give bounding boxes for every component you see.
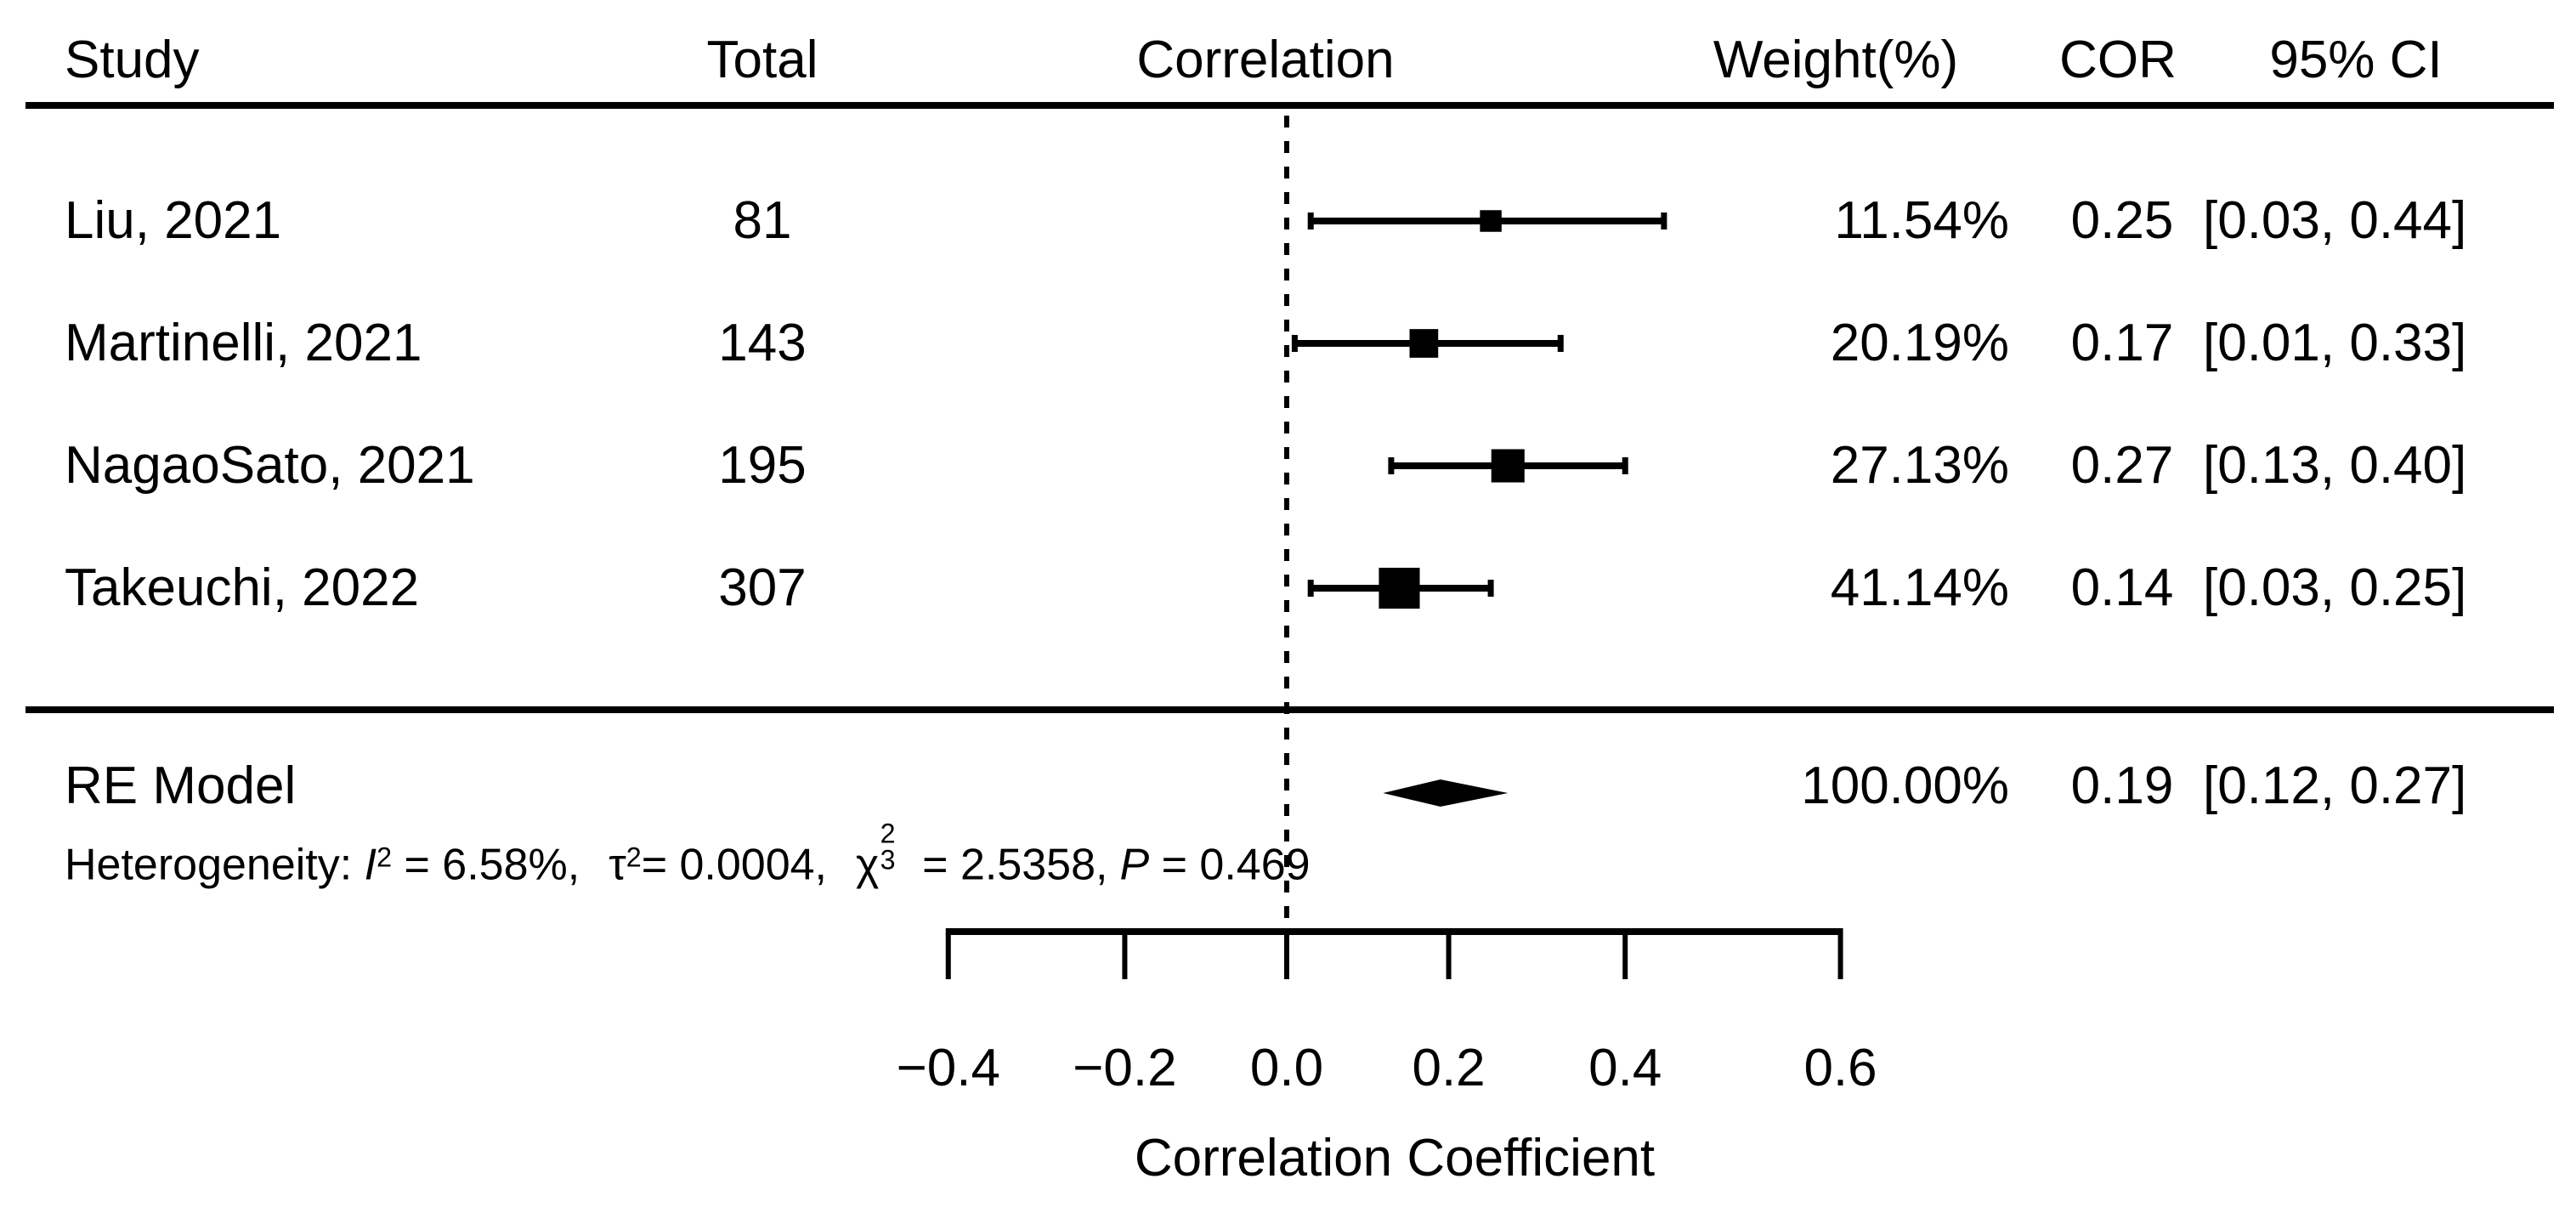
- effect-square: [1480, 210, 1502, 232]
- ci-cap-left: [1307, 580, 1314, 597]
- het-p-symbol: P: [1119, 840, 1150, 890]
- weight-value: 27.13%: [1830, 436, 2009, 495]
- cor-value: 0.17: [2070, 314, 2174, 372]
- x-axis-tick: [945, 933, 951, 979]
- study-label: Martinelli, 2021: [65, 314, 422, 372]
- total-value: 81: [733, 191, 792, 250]
- het-i-sup: 2: [376, 842, 393, 873]
- column-header-study: Study: [65, 31, 200, 89]
- column-header-weight: Weight(%): [1713, 31, 1959, 89]
- het-chi-value: = 2.5358,: [909, 840, 1108, 890]
- total-value: 307: [718, 558, 807, 617]
- het-tau-sup: 2: [626, 842, 642, 873]
- effect-square: [1379, 567, 1420, 609]
- x-axis-tick: [1122, 933, 1128, 979]
- heterogeneity-stats: Heterogeneity: I2 = 6.58%, τ2= 0.0004, χ 2 3…: [65, 820, 1311, 890]
- x-axis-tick: [1622, 933, 1628, 979]
- x-axis-tick-label: −0.2: [1073, 1039, 1177, 1097]
- summary-diamond: [1383, 779, 1509, 807]
- het-chi-sub: 3: [880, 844, 896, 876]
- cor-value: 0.25: [2070, 191, 2174, 250]
- cor-value: 0.14: [2070, 558, 2174, 617]
- het-i-value: = 6.58%,: [392, 840, 580, 890]
- x-axis-tick-label: 0.4: [1588, 1039, 1662, 1097]
- column-header-ci: 95% CI: [2269, 31, 2443, 89]
- ci-cap-left: [1388, 457, 1395, 474]
- x-axis-line: [945, 928, 1843, 935]
- cor-value: 0.27: [2070, 436, 2174, 495]
- het-chi-symbol: χ: [856, 840, 880, 890]
- column-header-cor: COR: [2059, 31, 2177, 89]
- ci-cap-left: [1307, 212, 1314, 230]
- x-axis-tick: [1446, 933, 1452, 979]
- x-axis-tick: [1284, 933, 1289, 979]
- ci-value: [0.03, 0.44]: [2203, 191, 2467, 250]
- x-axis-tick: [1837, 933, 1843, 979]
- x-axis-title: Correlation Coefficient: [1134, 1129, 1656, 1187]
- effect-square: [1409, 329, 1439, 358]
- total-value: 195: [718, 436, 807, 495]
- study-label: Liu, 2021: [65, 191, 282, 250]
- het-prefix: Heterogeneity:: [65, 840, 365, 890]
- weight-value: 20.19%: [1830, 314, 2009, 372]
- column-header-total: Total: [706, 31, 818, 89]
- x-axis-tick-label: −0.4: [896, 1039, 1000, 1097]
- ci-value: [0.03, 0.25]: [2203, 558, 2467, 617]
- summary-ci-value: [0.12, 0.27]: [2203, 756, 2467, 815]
- x-axis-tick-label: 0.2: [1412, 1039, 1486, 1097]
- weight-value: 11.54%: [1834, 191, 2009, 250]
- het-chi-sup: 2: [880, 818, 896, 849]
- x-axis-tick-label: 0.0: [1249, 1039, 1324, 1097]
- summary-weight-value: 100.00%: [1801, 756, 2009, 815]
- het-p-value: = 0.469: [1149, 840, 1311, 890]
- summary-cor-value: 0.19: [2070, 756, 2174, 815]
- ci-value: [0.01, 0.33]: [2203, 314, 2467, 372]
- ci-cap-right: [1487, 580, 1494, 597]
- study-label: NagaoSato, 2021: [65, 436, 475, 495]
- het-tau-symbol: τ: [609, 840, 626, 890]
- x-axis-tick-label: 0.6: [1803, 1039, 1877, 1097]
- study-label: Takeuchi, 2022: [65, 558, 420, 617]
- weight-value: 41.14%: [1830, 558, 2009, 617]
- ci-cap-right: [1622, 457, 1628, 474]
- summary-label: RE Model: [65, 756, 297, 815]
- total-value: 143: [718, 314, 807, 372]
- ci-cap-right: [1557, 335, 1564, 352]
- summary-separator-rule: [25, 706, 2554, 713]
- ci-cap-right: [1661, 212, 1667, 230]
- het-i-symbol: I: [364, 840, 377, 890]
- column-header-correlation: Correlation: [1136, 31, 1395, 89]
- het-tau-value: = 0.0004,: [641, 840, 827, 890]
- header-rule: [25, 102, 2554, 109]
- effect-square: [1491, 449, 1525, 483]
- ci-value: [0.13, 0.40]: [2203, 436, 2467, 495]
- ci-cap-left: [1291, 335, 1298, 352]
